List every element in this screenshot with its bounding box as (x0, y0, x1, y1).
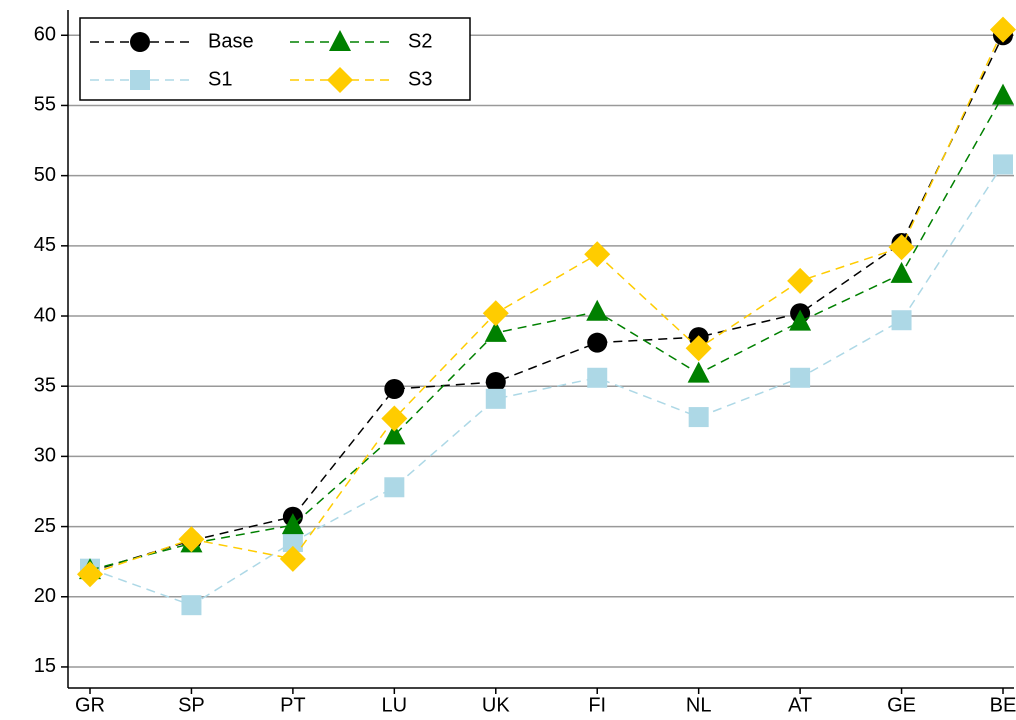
y-tick-label: 20 (34, 585, 56, 607)
marker (790, 367, 811, 388)
marker (787, 267, 814, 294)
y-tick-label: 40 (34, 304, 56, 326)
legend-label: S1 (208, 68, 232, 90)
marker (381, 405, 408, 432)
y-tick-label: 60 (34, 24, 56, 46)
x-tick-label: UK (482, 694, 510, 716)
legend-label: S2 (408, 30, 432, 52)
y-tick-label: 35 (34, 374, 56, 396)
marker (685, 335, 712, 362)
x-tick-label: BE (990, 694, 1016, 716)
x-tick-label: AT (788, 694, 812, 716)
x-tick-label: LU (382, 694, 408, 716)
marker (281, 513, 304, 535)
marker (890, 261, 913, 283)
marker (584, 241, 611, 268)
x-tick-label: GR (75, 694, 105, 716)
marker (993, 154, 1013, 175)
marker (482, 300, 509, 327)
marker (688, 407, 709, 428)
y-tick-label: 25 (34, 515, 56, 537)
marker (587, 332, 608, 353)
series-line (89, 29, 1004, 576)
legend-label: Base (208, 30, 254, 52)
marker (990, 16, 1016, 43)
marker (891, 310, 912, 331)
x-tick-label: PT (280, 694, 306, 716)
marker (279, 545, 306, 572)
marker (282, 532, 303, 553)
series-line (89, 95, 1004, 571)
y-tick-label: 50 (34, 164, 56, 186)
marker (587, 367, 608, 388)
marker (181, 595, 202, 616)
x-tick-label: SP (178, 694, 205, 716)
x-tick-label: GE (887, 694, 916, 716)
series-line (89, 34, 1004, 573)
marker (687, 361, 710, 383)
legend-label: S3 (408, 68, 432, 90)
marker (992, 83, 1014, 105)
marker (888, 234, 915, 261)
marker (484, 320, 507, 342)
y-tick-label: 55 (34, 94, 56, 116)
x-tick-label: FI (588, 694, 606, 716)
legend-marker (327, 67, 353, 93)
y-tick-label: 45 (34, 234, 56, 256)
marker (586, 299, 609, 321)
y-tick-label: 15 (34, 655, 56, 677)
series-line (89, 164, 1004, 607)
y-tick-label: 30 (34, 445, 56, 467)
x-tick-label: NL (686, 694, 712, 716)
marker (485, 388, 506, 409)
marker (383, 423, 406, 445)
legend-marker (130, 32, 150, 52)
marker (384, 379, 405, 400)
marker (77, 561, 103, 588)
marker (485, 371, 506, 392)
marker (789, 309, 812, 331)
marker (384, 477, 405, 498)
legend-marker (329, 30, 351, 51)
legend-marker (130, 70, 150, 90)
marker (178, 526, 205, 553)
